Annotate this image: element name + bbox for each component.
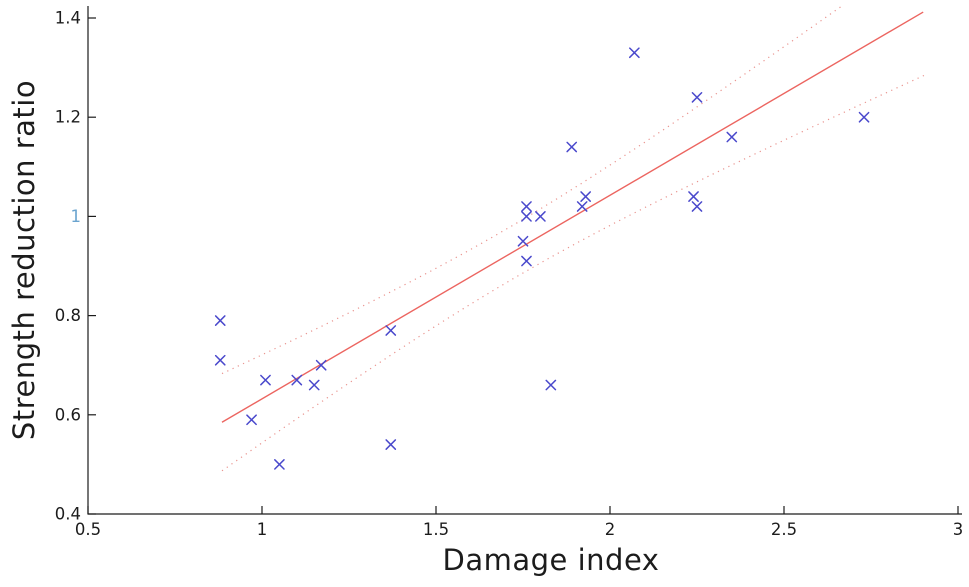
scatter-marker (691, 201, 703, 212)
scatter-marker (214, 315, 226, 326)
scatter-marker (517, 235, 529, 247)
scatter-marker (726, 131, 738, 143)
scatter-marker (214, 354, 226, 366)
confidence-band-upper (221, 4, 844, 375)
scatter-marker (535, 211, 546, 222)
scatter-marker (308, 379, 320, 391)
confidence-band-lower (221, 73, 927, 472)
x-tick-label: 1 (257, 520, 268, 539)
scatter-marker (246, 414, 257, 426)
y-axis-title: Strength reduction ratio (7, 79, 41, 441)
scatter-marker (274, 459, 285, 470)
y-tick-label: 0.8 (55, 306, 81, 325)
scatter-marker (260, 374, 271, 386)
scatter-marker (385, 439, 397, 450)
y-tick-label: 1 (71, 207, 82, 226)
x-tick-label: 2 (605, 520, 616, 539)
scatter-marker (385, 325, 397, 336)
y-tick-label: 1.2 (55, 108, 81, 127)
scatter-marker (521, 255, 532, 267)
scatter-marker (315, 359, 327, 371)
scatter-marker (688, 191, 699, 202)
scatter-marker (858, 111, 870, 123)
x-tick-label: 1.5 (423, 520, 449, 539)
scatter-marker (566, 141, 578, 153)
scatter-marker (521, 211, 532, 222)
x-axis-title: Damage index (442, 543, 660, 577)
y-tick-label: 0.6 (55, 405, 81, 424)
x-tick-label: 3 (953, 520, 964, 539)
scatter-marker (576, 201, 588, 212)
scatter-marker (691, 92, 703, 103)
scatter-marker (291, 374, 303, 386)
fit-line (221, 11, 924, 423)
scatter-marker (545, 379, 557, 391)
y-tick-label: 1.4 (55, 9, 81, 28)
scatter-marker (521, 201, 532, 212)
x-tick-label: 0.5 (75, 520, 101, 539)
scatter-marker (629, 47, 640, 59)
scatter-marker (580, 191, 591, 202)
y-tick-label: 0.4 (55, 505, 81, 524)
x-tick-label: 2.5 (771, 520, 797, 539)
